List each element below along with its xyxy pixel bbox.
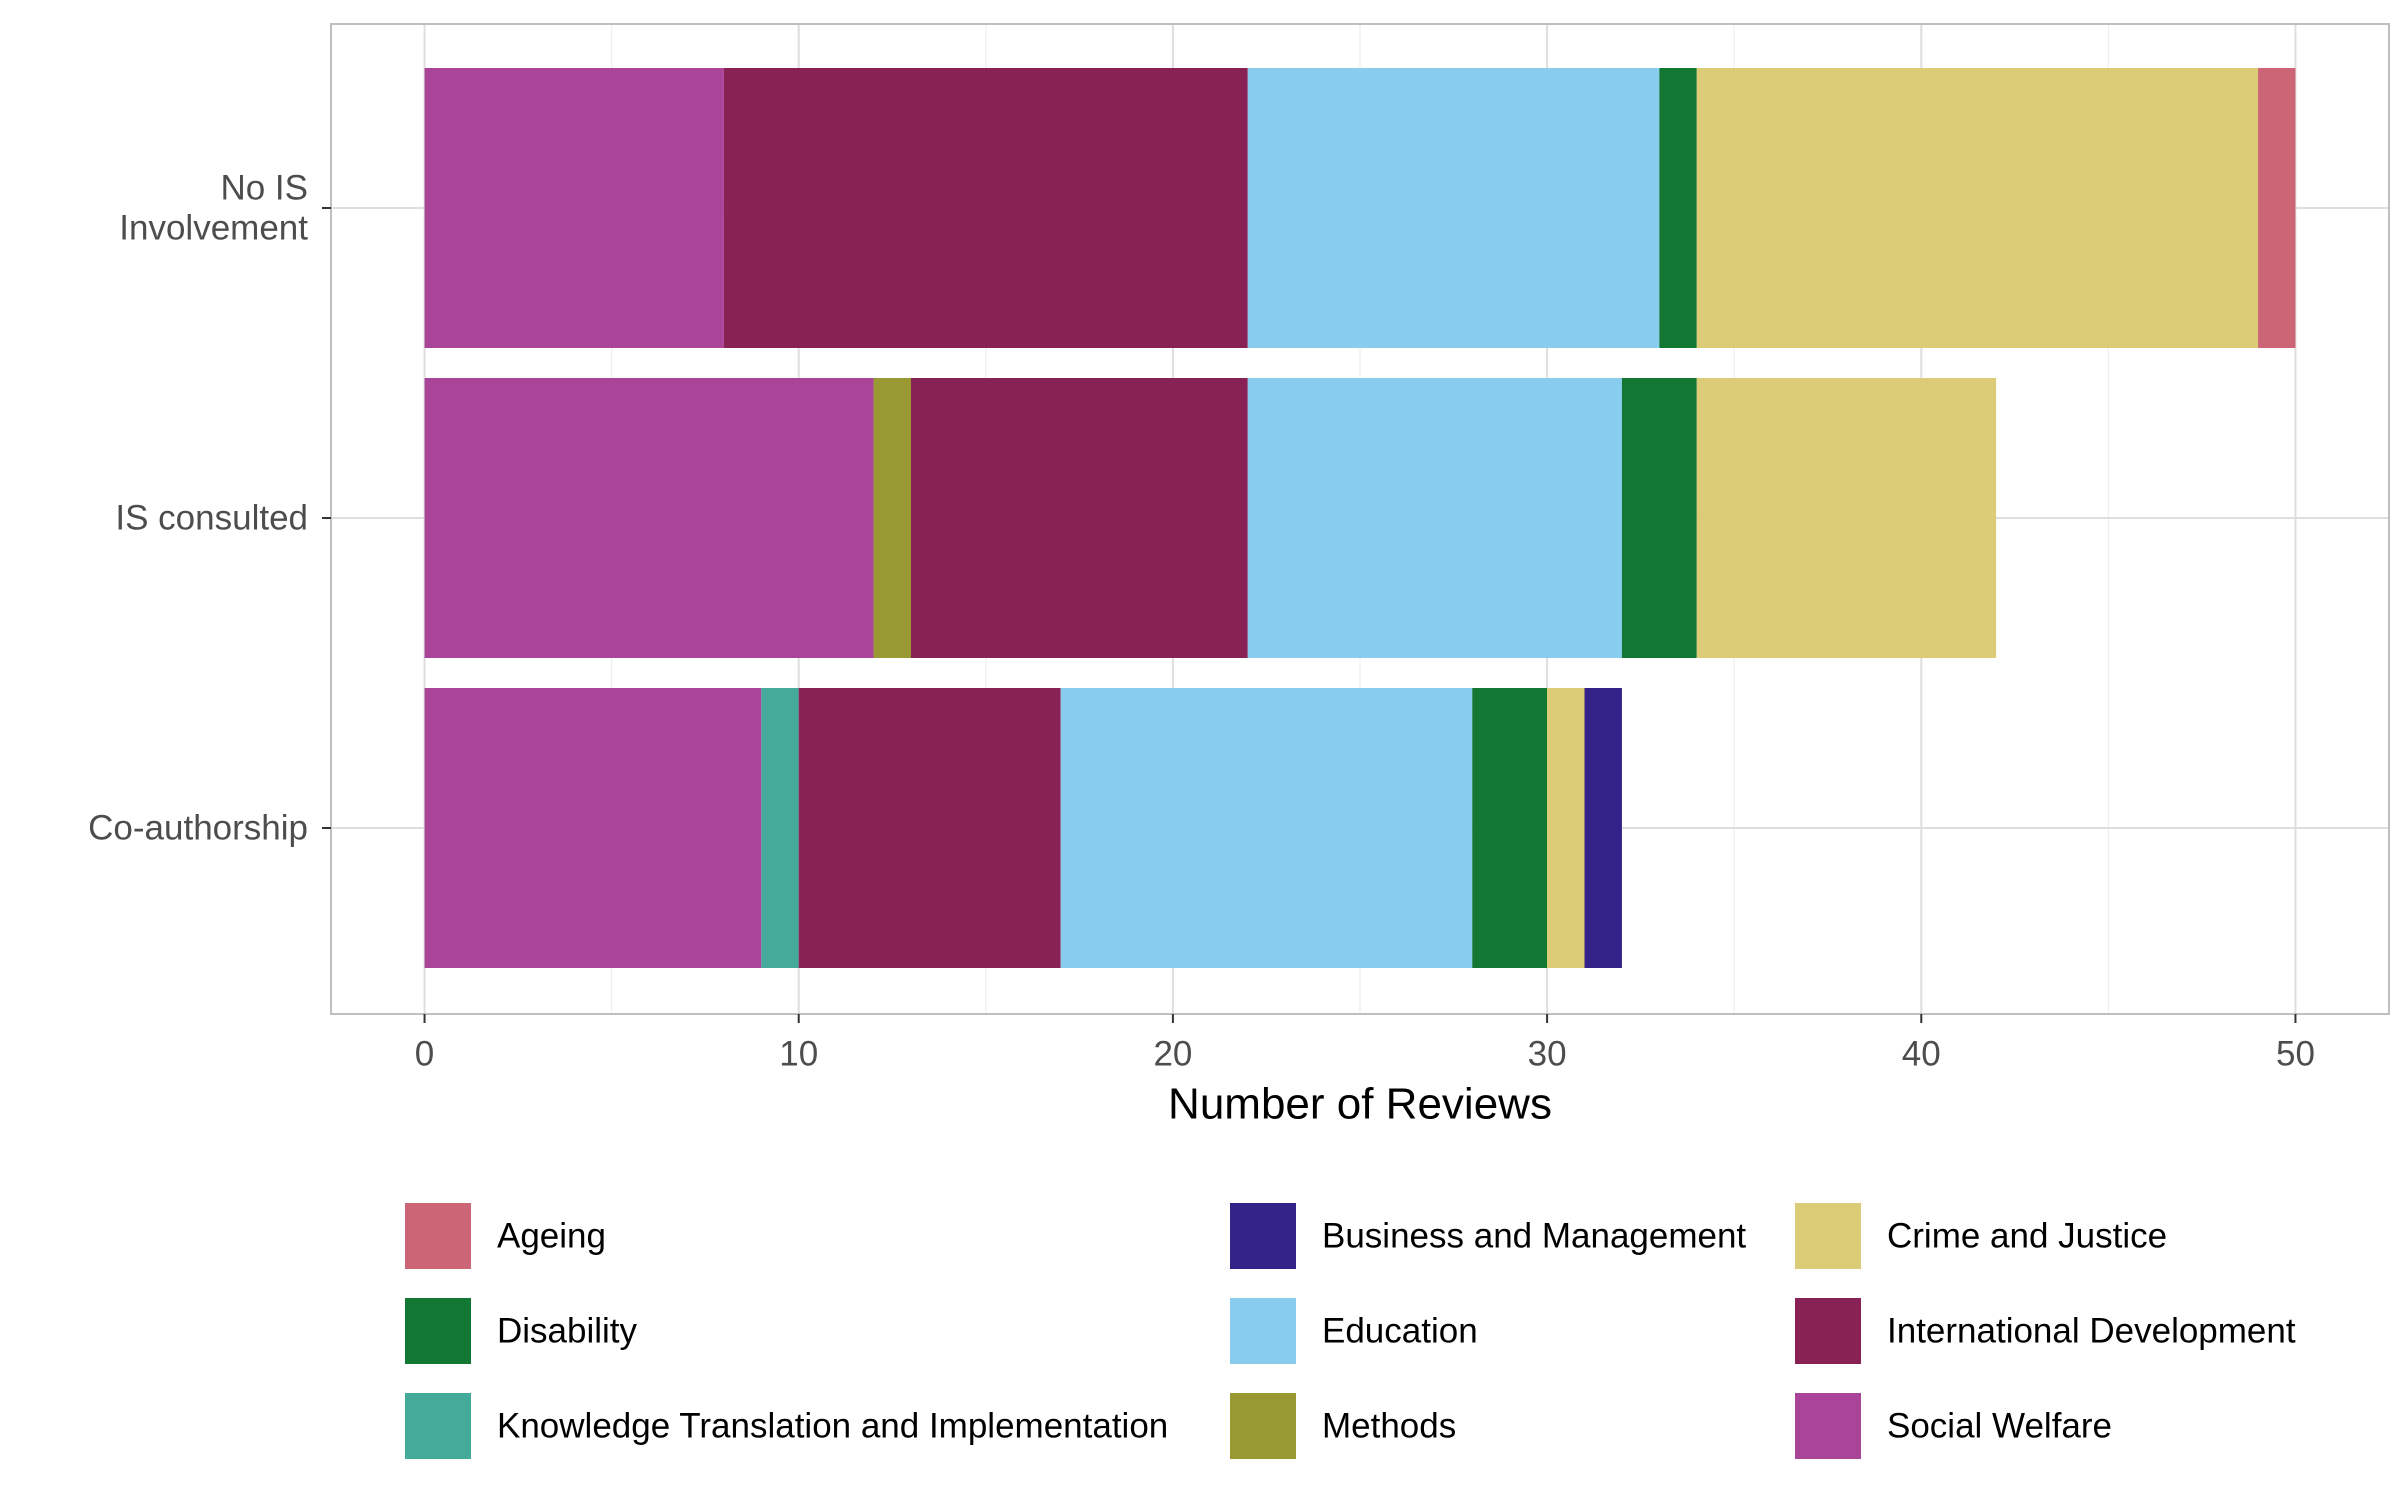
bar-segment [1247,68,1660,348]
y-tick-label: Co-authorship [88,809,308,848]
legend-label: International Development [1887,1312,2296,1351]
bar-segment [910,378,1248,658]
x-axis: 0 10 20 30 40 50 [415,1014,2315,1074]
legend-label: Crime and Justice [1887,1217,2167,1256]
bar-segment [424,68,724,348]
bar-segment [2258,68,2296,348]
bar-segment [424,688,762,968]
x-tick-label: 20 [1153,1035,1192,1074]
legend-swatch [405,1393,471,1459]
x-tick-label: 40 [1902,1035,1941,1074]
legend-label: Disability [497,1312,638,1351]
legend-swatch [1795,1298,1861,1364]
legend-swatch [1230,1393,1296,1459]
legend: Ageing Business and Management Crime and J… [405,1203,2296,1459]
bar-segment [424,378,874,658]
legend-swatch [1230,1298,1296,1364]
y-tick-label: No IS [220,169,308,208]
bar-segment [1247,378,1622,658]
legend-label: Education [1322,1312,1478,1351]
legend-swatch [405,1203,471,1269]
legend-swatch [1230,1203,1296,1269]
x-tick-label: 50 [2276,1035,2315,1074]
legend-label: Knowledge Translation and Implementation [497,1407,1168,1446]
bar-segment [1472,688,1548,968]
bar-segment [1547,688,1585,968]
legend-label: Ageing [497,1217,606,1256]
legend-label: Social Welfare [1887,1407,2112,1446]
bar-segment [1584,688,1622,968]
y-tick-label: Involvement [119,209,308,248]
x-axis-title: Number of Reviews [1168,1080,1552,1129]
bar-segment [873,378,911,658]
legend-label: Methods [1322,1407,1456,1446]
bar-segment [798,688,1061,968]
x-tick-label: 0 [415,1035,434,1074]
legend-swatch [1795,1203,1861,1269]
bar-segment [1696,378,1997,658]
legend-swatch [405,1298,471,1364]
y-tick-label: IS consulted [115,499,308,538]
bar-segment [723,68,1248,348]
bar-segment [1060,688,1473,968]
bar-segment [1696,68,2259,348]
bar-segment [1621,378,1697,658]
x-tick-label: 30 [1528,1035,1567,1074]
bar-segment [1659,68,1697,348]
bars [424,68,2296,968]
legend-swatch [1795,1393,1861,1459]
x-tick-label: 10 [779,1035,818,1074]
legend-label: Business and Management [1322,1217,1746,1256]
bar-segment [761,688,799,968]
